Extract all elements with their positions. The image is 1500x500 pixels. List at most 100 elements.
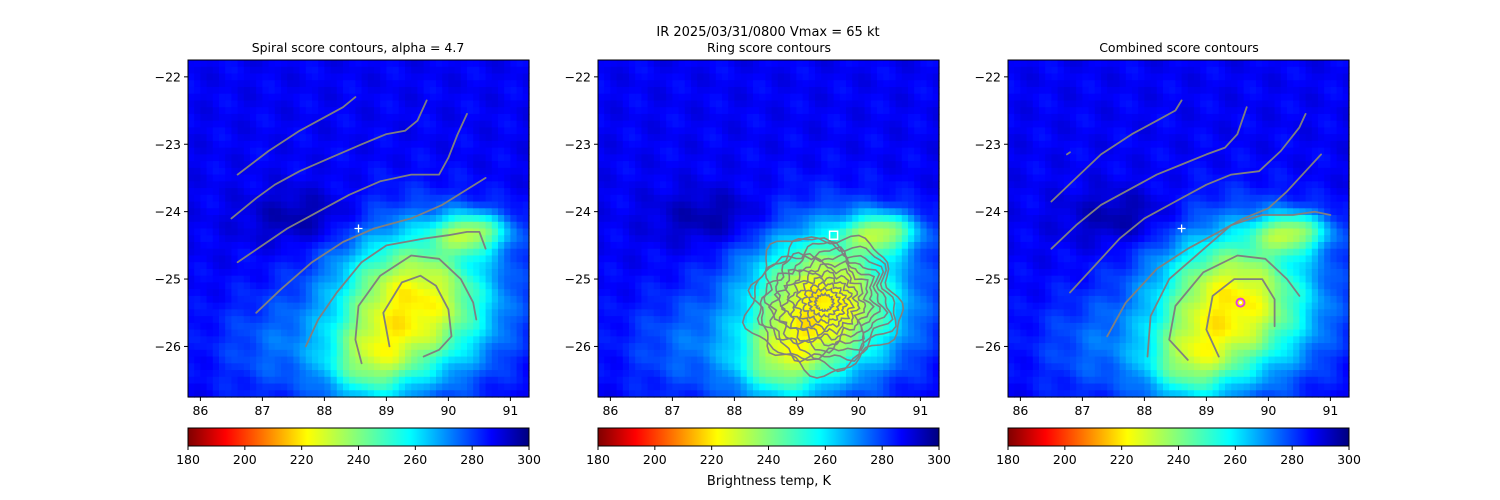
- heatmap-cell: [324, 336, 332, 344]
- heatmap-cell: [336, 383, 344, 391]
- heatmap-cell: [821, 93, 828, 102]
- heatmap-cell: [467, 235, 474, 243]
- heatmap-cell: [188, 289, 195, 297]
- heatmap-cell: [827, 167, 835, 176]
- heatmap-cell: [678, 390, 686, 398]
- heatmap-cell: [212, 154, 220, 162]
- heatmap-cell: [777, 73, 785, 81]
- heatmap-cell: [392, 282, 400, 290]
- heatmap-cell: [709, 248, 717, 257]
- heatmap-cell: [256, 93, 263, 102]
- heatmap-cell: [647, 370, 655, 378]
- heatmap-cell: [336, 262, 344, 270]
- heatmap-cell: [349, 100, 356, 108]
- heatmap-cell: [473, 221, 480, 230]
- heatmap-cell: [598, 228, 605, 236]
- heatmap-cell: [231, 289, 239, 297]
- heatmap-cell: [802, 248, 810, 257]
- heatmap-cell: [629, 73, 636, 81]
- center-plus-marker: [354, 224, 363, 233]
- heatmap-cell: [691, 140, 698, 149]
- heatmap-cell: [852, 60, 859, 68]
- heatmap-cell: [355, 80, 363, 88]
- heatmap-cell: [827, 376, 835, 385]
- heatmap-cell: [392, 134, 400, 142]
- heatmap-cell: [629, 127, 636, 135]
- heatmap-cell: [485, 194, 493, 203]
- heatmap-cell: [324, 107, 332, 115]
- heatmap-cell: [411, 161, 418, 169]
- heatmap-cell: [355, 268, 363, 277]
- heatmap-cell: [479, 241, 487, 250]
- heatmap-cell: [616, 161, 624, 169]
- heatmap-cell: [448, 316, 456, 324]
- heatmap-cell: [759, 356, 766, 364]
- colorbar-tick-label: 200: [233, 452, 257, 467]
- heatmap-cell: [815, 316, 822, 324]
- heatmap-cell: [479, 100, 487, 108]
- heatmap-cell: [740, 255, 748, 263]
- heatmap-cell: [256, 329, 263, 337]
- heatmap-cell: [516, 134, 524, 142]
- heatmap-cell: [367, 154, 375, 162]
- heatmap-cell: [852, 127, 859, 135]
- heatmap-cell: [691, 73, 698, 81]
- heatmap-cell: [386, 147, 394, 155]
- heatmap-cell: [864, 80, 872, 88]
- heatmap-cell: [852, 302, 859, 310]
- heatmap-cell: [250, 376, 257, 385]
- heatmap-cell: [765, 140, 773, 149]
- heatmap-cell: [429, 376, 437, 385]
- heatmap-cell: [697, 174, 704, 182]
- heatmap-cell: [237, 302, 245, 310]
- heatmap-cell: [703, 289, 711, 297]
- heatmap-cell: [510, 73, 518, 81]
- heatmap-cell: [386, 66, 394, 75]
- heatmap-cell: [821, 309, 828, 317]
- heatmap-cell: [703, 255, 711, 263]
- heatmap-cell: [467, 275, 474, 284]
- heatmap-cell: [833, 255, 841, 263]
- heatmap-cell: [684, 100, 692, 108]
- heatmap-cell: [790, 275, 797, 284]
- heatmap-cell: [516, 329, 524, 337]
- heatmap-cell: [454, 316, 462, 324]
- heatmap-cell: [753, 255, 760, 263]
- heatmap-cell: [479, 376, 487, 385]
- heatmap-cell: [622, 134, 630, 142]
- heatmap-cell: [616, 80, 624, 88]
- heatmap-cell: [398, 383, 406, 391]
- heatmap-cell: [858, 73, 866, 81]
- heatmap-cell: [442, 167, 449, 176]
- heatmap-cell: [417, 120, 425, 128]
- y-tick-label: −24: [155, 204, 181, 219]
- heatmap-cell: [454, 343, 462, 351]
- heatmap-cell: [374, 181, 381, 189]
- heatmap-cell: [256, 309, 263, 317]
- heatmap-cell: [305, 215, 313, 223]
- heatmap-cell: [653, 188, 661, 196]
- heatmap-cell: [833, 336, 841, 344]
- heatmap-cell: [522, 302, 530, 310]
- heatmap-cell: [355, 383, 363, 391]
- heatmap-cell: [454, 100, 462, 108]
- heatmap-cell: [660, 181, 667, 189]
- heatmap-cell: [827, 181, 835, 189]
- heatmap-cell: [765, 86, 773, 95]
- heatmap-cell: [361, 188, 369, 196]
- heatmap-cell: [759, 73, 766, 81]
- heatmap-cell: [274, 390, 282, 398]
- heatmap-cell: [405, 134, 412, 142]
- heatmap-cell: [598, 336, 605, 344]
- heatmap-cell: [759, 235, 766, 243]
- heatmap-cell: [498, 140, 505, 149]
- heatmap-cell: [380, 208, 387, 216]
- heatmap-cell: [405, 174, 412, 182]
- heatmap-cell: [324, 329, 332, 337]
- heatmap-cell: [194, 181, 201, 189]
- heatmap-cell: [386, 113, 394, 122]
- heatmap-cell: [666, 93, 673, 102]
- heatmap-cell: [442, 208, 449, 216]
- heatmap-cell: [423, 86, 431, 95]
- heatmap-cell: [268, 73, 276, 81]
